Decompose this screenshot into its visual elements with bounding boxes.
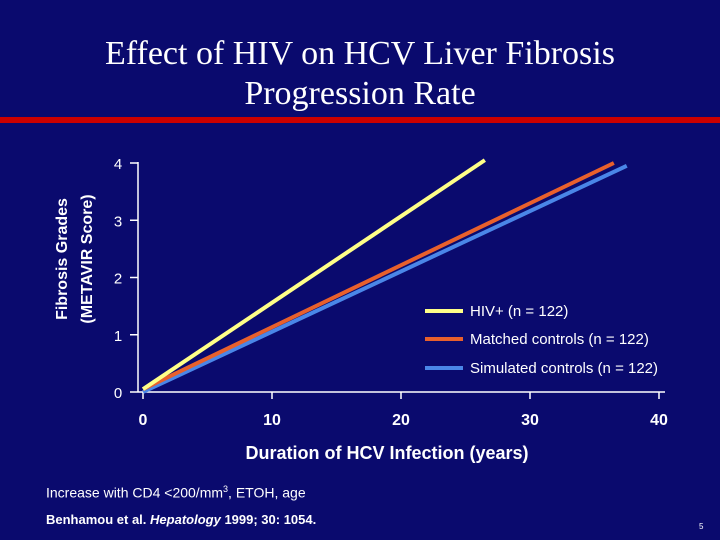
x-tick-label: 30 [521,412,539,429]
citation-details: 1999; 30: 1054. [220,512,317,527]
legend-label-1: Matched controls (n = 122) [470,331,649,348]
x-tick-label: 0 [139,412,148,429]
footnote-superscript: 3 [223,484,229,494]
series-layer [141,158,628,394]
title-line-1: Effect of HIV on HCV Liver Fibrosis [105,35,615,72]
legend: HIV+ (n = 122) Matched controls (n = 122)… [425,303,658,377]
citation-authors: Benhamou et al. [46,512,151,527]
series-line-0 [141,158,486,391]
line-chart: Fibrosis Grades (METAVIR Score) 0 1 2 3 4 0 1… [54,156,668,463]
x-tick-label: 10 [263,412,281,429]
x-axis-title: Duration of HCV Infection (years) [245,443,528,463]
x-ticks: 0 10 20 30 40 [139,392,668,429]
slide-title: Effect of HIV on HCV Liver Fibrosis Prog… [0,34,720,114]
legend-label-2: Simulated controls (n = 122) [470,360,658,377]
y-tick-label: 0 [114,385,122,402]
citation: Benhamou et al. Hepatology 1999; 30: 105… [46,512,316,527]
x-tick-label: 20 [392,412,410,429]
legend-label-0: HIV+ (n = 122) [470,303,568,320]
y-tick-label: 1 [114,328,122,345]
y-tick-label: 4 [114,156,122,173]
series-line-1 [142,161,615,391]
y-axis-title-line-1: Fibrosis Grades [54,198,71,320]
footnote: Increase with CD4 <200/mm3, ETOH, age [46,484,306,501]
title-line-2: Progression Rate [244,75,476,112]
y-tick-label: 3 [114,213,122,230]
series-line-2 [142,164,628,394]
y-ticks: 0 1 2 3 4 [114,156,138,402]
footnote-prefix: Increase with CD4 <200/mm [46,484,224,501]
y-axis-title-line-2: (METAVIR Score) [79,194,96,323]
y-tick-label: 2 [114,271,122,288]
footnote-suffix: , ETOH, age [228,484,306,501]
x-tick-label: 40 [650,412,668,429]
title-divider [0,117,720,123]
y-axis-title: Fibrosis Grades (METAVIR Score) [54,194,96,323]
citation-journal: Hepatology [150,512,221,527]
slide-number: 5 [699,522,704,531]
